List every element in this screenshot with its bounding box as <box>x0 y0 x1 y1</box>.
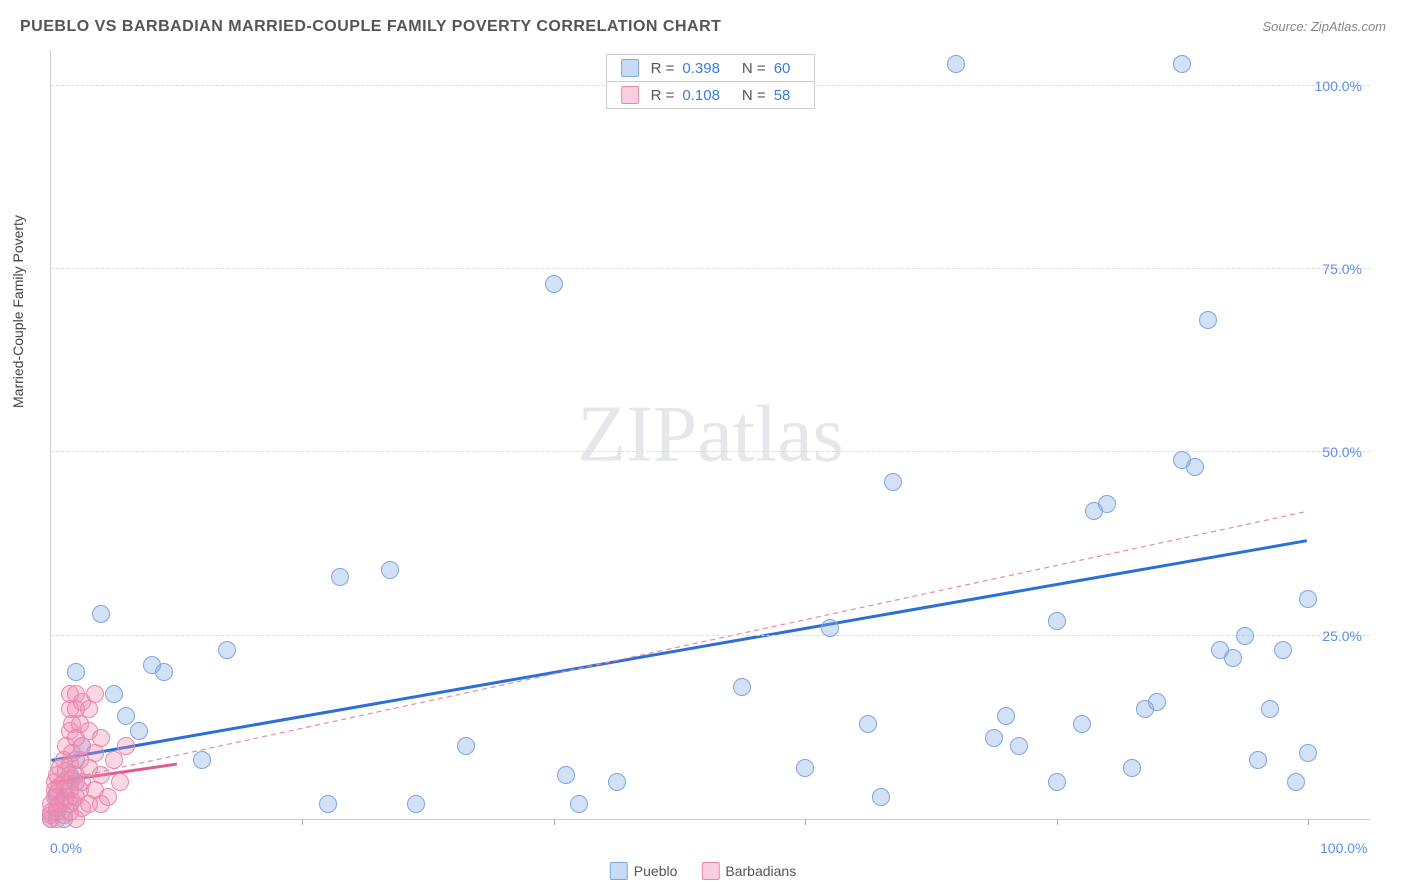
scatter-point <box>859 715 877 733</box>
scatter-point <box>570 795 588 813</box>
scatter-point <box>1148 693 1166 711</box>
scatter-point <box>111 773 129 791</box>
x-tick <box>805 819 806 825</box>
scatter-point <box>92 766 110 784</box>
scatter-point <box>796 759 814 777</box>
scatter-point <box>1224 649 1242 667</box>
legend-label: Pueblo <box>634 863 678 879</box>
scatter-point <box>821 619 839 637</box>
x-axis-min-label: 0.0% <box>50 840 82 856</box>
stat-n-label: N = <box>742 87 766 104</box>
x-tick <box>1057 819 1058 825</box>
legend-label: Barbadians <box>725 863 796 879</box>
scatter-point <box>1073 715 1091 733</box>
bottom-legend: Pueblo Barbadians <box>610 862 796 880</box>
chart-source: Source: ZipAtlas.com <box>1262 19 1386 34</box>
scatter-point <box>1287 773 1305 791</box>
scatter-point <box>545 275 563 293</box>
y-tick-label: 50.0% <box>1322 444 1362 460</box>
stat-n-label: N = <box>742 60 766 77</box>
swatch-icon <box>701 862 719 880</box>
legend-stats-row: R = 0.108 N = 58 <box>607 82 815 108</box>
watermark-bold: ZIP <box>577 390 697 478</box>
scatter-point <box>319 795 337 813</box>
swatch-icon <box>621 59 639 77</box>
watermark: ZIPatlas <box>577 389 844 480</box>
x-axis-max-label: 100.0% <box>1320 840 1367 856</box>
x-tick <box>554 819 555 825</box>
scatter-point <box>1010 737 1028 755</box>
scatter-point <box>218 641 236 659</box>
scatter-point <box>884 473 902 491</box>
scatter-point <box>733 678 751 696</box>
gridline <box>51 268 1370 269</box>
scatter-point <box>381 561 399 579</box>
gridline <box>51 451 1370 452</box>
scatter-point <box>1048 612 1066 630</box>
scatter-point <box>1299 590 1317 608</box>
scatter-point <box>872 788 890 806</box>
scatter-point <box>105 685 123 703</box>
scatter-point <box>155 663 173 681</box>
stat-n-value: 58 <box>774 87 791 104</box>
x-tick <box>1308 819 1309 825</box>
y-axis-label: Married-Couple Family Poverty <box>10 215 26 408</box>
stat-n-value: 60 <box>774 60 791 77</box>
legend-item-barbadians: Barbadians <box>701 862 796 880</box>
scatter-point <box>457 737 475 755</box>
scatter-point <box>407 795 425 813</box>
scatter-point <box>1261 700 1279 718</box>
scatter-point <box>331 568 349 586</box>
scatter-point <box>1048 773 1066 791</box>
scatter-point <box>92 729 110 747</box>
scatter-point <box>1236 627 1254 645</box>
scatter-point <box>1249 751 1267 769</box>
y-tick-label: 100.0% <box>1315 78 1362 94</box>
scatter-point <box>1199 311 1217 329</box>
scatter-point <box>1173 55 1191 73</box>
plot-area: ZIPatlas R = 0.398 N = 60 R = 0.108 N = … <box>50 50 1370 820</box>
scatter-point <box>1274 641 1292 659</box>
swatch-icon <box>621 86 639 104</box>
watermark-light: atlas <box>697 390 844 478</box>
scatter-point <box>105 751 123 769</box>
x-tick <box>302 819 303 825</box>
scatter-point <box>1098 495 1116 513</box>
scatter-point <box>557 766 575 784</box>
stat-r-value: 0.398 <box>682 60 720 77</box>
trend-lines <box>51 50 1370 819</box>
scatter-point <box>130 722 148 740</box>
scatter-point <box>193 751 211 769</box>
scatter-point <box>67 663 85 681</box>
scatter-point <box>997 707 1015 725</box>
scatter-point <box>1186 458 1204 476</box>
scatter-point <box>92 605 110 623</box>
chart-header: PUEBLO VS BARBADIAN MARRIED-COUPLE FAMIL… <box>20 18 1386 36</box>
scatter-point <box>1123 759 1141 777</box>
legend-stats-box: R = 0.398 N = 60 R = 0.108 N = 58 <box>606 54 816 109</box>
scatter-point <box>947 55 965 73</box>
scatter-point <box>1299 744 1317 762</box>
chart-title: PUEBLO VS BARBADIAN MARRIED-COUPLE FAMIL… <box>20 18 721 36</box>
gridline <box>51 635 1370 636</box>
stat-r-label: R = <box>651 60 675 77</box>
legend-stats-row: R = 0.398 N = 60 <box>607 55 815 82</box>
y-tick-label: 75.0% <box>1322 261 1362 277</box>
scatter-point <box>117 707 135 725</box>
y-tick-label: 25.0% <box>1322 628 1362 644</box>
stat-r-label: R = <box>651 87 675 104</box>
scatter-point <box>99 788 117 806</box>
legend-item-pueblo: Pueblo <box>610 862 678 880</box>
scatter-point <box>985 729 1003 747</box>
scatter-point <box>117 737 135 755</box>
stat-r-value: 0.108 <box>682 87 720 104</box>
scatter-point <box>608 773 626 791</box>
swatch-icon <box>610 862 628 880</box>
scatter-point <box>86 685 104 703</box>
